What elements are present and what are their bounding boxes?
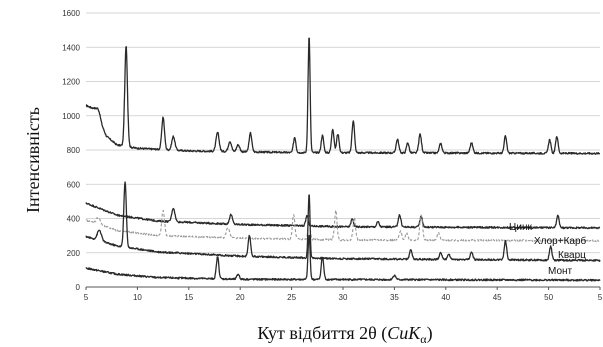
y-tick-label: 800 — [67, 146, 81, 155]
x-tick-labels: 5 10 15 20 25 30 35 40 45 50 5 — [84, 287, 603, 302]
x-tick-label: 50 — [544, 293, 553, 302]
x-tick-label: 30 — [339, 293, 348, 302]
x-tick-label: 5 — [598, 293, 603, 302]
y-tick-label: 1400 — [62, 43, 80, 52]
y-tick-labels: 0 200 400 600 800 1000 1200 1400 1600 — [62, 9, 80, 292]
x-axis-title-prefix: Кут відбиття 2θ ( — [257, 323, 387, 344]
gridlines — [86, 12, 600, 254]
series-line-1 — [85, 202, 601, 230]
series-lines — [85, 37, 601, 282]
x-tick-label: 40 — [441, 293, 450, 302]
x-tick-label: 20 — [236, 293, 245, 302]
x-axis-title-subscript: α — [420, 332, 427, 346]
series-labels: Цинк Хлор+Карб Кварц Монт — [509, 222, 587, 277]
y-tick-label: 400 — [67, 215, 81, 224]
x-tick-label: 35 — [390, 293, 399, 302]
y-tick-label: 1000 — [62, 112, 80, 121]
series-line-3 — [85, 181, 601, 262]
x-tick-label: 45 — [493, 293, 502, 302]
series-label-quartz: Кварц — [558, 250, 586, 261]
x-tick-label: 10 — [133, 293, 142, 302]
series-label-zinc: Цинк — [509, 222, 533, 233]
series-line-2 — [85, 209, 601, 243]
x-tick-label: 25 — [287, 293, 296, 302]
series-label-mont: Монт — [548, 266, 573, 277]
series-line-0 — [85, 37, 601, 155]
y-tick-label: 600 — [67, 180, 81, 189]
y-tick-label: 1600 — [62, 9, 80, 18]
y-axis-title: Інтенсивність — [23, 107, 43, 213]
x-tick-label: 15 — [184, 293, 193, 302]
x-tick-label: 5 — [84, 293, 89, 302]
y-tick-label: 0 — [76, 283, 81, 292]
x-axis-title-italic: CuK — [387, 323, 421, 343]
y-tick-label: 200 — [67, 249, 81, 258]
series-label-chlor-carb: Хлор+Карб — [534, 235, 587, 247]
y-tick-label: 1200 — [62, 78, 80, 87]
x-axis-title: Кут відбиття 2θ (CuKα) — [257, 323, 432, 346]
x-axis-title-suffix: ) — [427, 323, 433, 344]
series-line-4 — [85, 234, 601, 282]
